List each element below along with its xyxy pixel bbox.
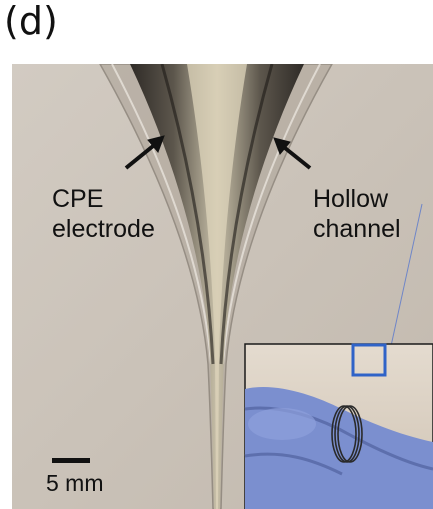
panel-label: (d) <box>4 0 58 43</box>
zoom-guide-line <box>385 203 423 370</box>
hollow-channel-label-line2: channel <box>313 215 401 243</box>
right-arrow <box>273 137 312 170</box>
inset-photo <box>244 343 433 509</box>
cpe-electrode-label-line2: electrode <box>52 215 155 243</box>
coiled-fiber <box>331 405 363 463</box>
scale-bar <box>52 458 90 463</box>
zoom-box <box>351 343 387 377</box>
left-arrow <box>124 135 165 170</box>
hollow-channel-label-line1: Hollow <box>313 185 389 213</box>
photo <box>12 64 433 509</box>
scale-bar-label: 5 mm <box>46 470 104 496</box>
cpe-electrode-label-line1: CPE <box>52 185 104 213</box>
hollow-channel <box>187 64 247 509</box>
